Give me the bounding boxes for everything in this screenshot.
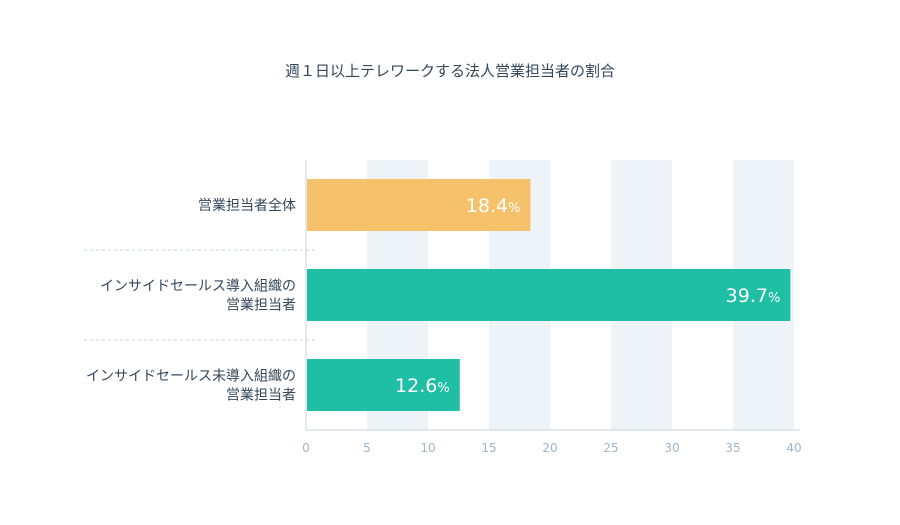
category-labels: 営業担当者全体インサイドセールス導入組織の営業担当者インサイドセールス未導入組織…: [86, 197, 296, 404]
x-tick-label: 35: [725, 441, 740, 455]
category-label: インサイドセールス未導入組織の営業担当者: [86, 369, 296, 404]
x-tick-label: 0: [302, 441, 310, 455]
value-label: 18.4%: [466, 195, 521, 217]
value-label: 12.6%: [395, 375, 450, 397]
x-tick-label: 20: [542, 441, 557, 455]
x-tick-label: 25: [603, 441, 618, 455]
category-label: 営業担当者全体: [198, 197, 296, 214]
chart-title: 週１日以上テレワークする法人営業担当者の割合: [285, 62, 615, 80]
value-label: 39.7%: [726, 285, 781, 307]
x-axis: 0 5 10 15 20 25 30 35 40: [302, 160, 802, 455]
x-tick-label: 15: [481, 441, 496, 455]
bar: [307, 269, 791, 321]
x-tick-label: 10: [420, 441, 435, 455]
x-tick-label: 30: [664, 441, 679, 455]
category-separators: [84, 249, 318, 341]
x-tick-label: 5: [363, 441, 371, 455]
category-label: インサイドセールス導入組織の営業担当者: [100, 279, 296, 314]
bar: [307, 359, 460, 411]
bar: [307, 179, 531, 231]
bars: 18.4% 39.7% 12.6%: [307, 179, 791, 411]
x-tick-label: 40: [786, 441, 801, 455]
